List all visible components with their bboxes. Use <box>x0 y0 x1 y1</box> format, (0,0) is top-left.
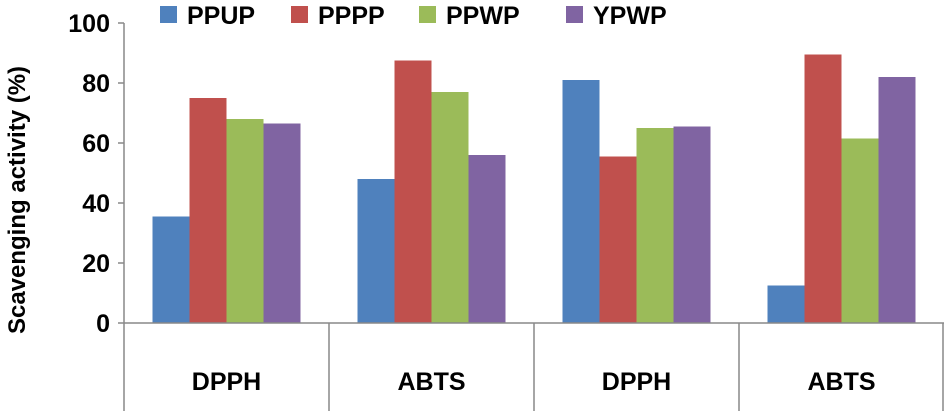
y-tick-label: 0 <box>96 310 110 338</box>
bar-pppp-0 <box>189 98 227 323</box>
bar-ppup-3 <box>767 285 805 323</box>
y-tick-label: 100 <box>68 10 110 38</box>
category-label: DPPH <box>192 368 261 396</box>
bar-pppp-1 <box>394 60 432 323</box>
y-axis-label: Scavenging activity (%) <box>4 66 31 334</box>
legend-swatch-ppwp <box>419 6 436 23</box>
bar-ppup-1 <box>357 179 395 323</box>
bar-ypwp-3 <box>878 77 916 323</box>
category-labels: DPPH ABTS DPPH ABTS <box>192 368 876 396</box>
bar-ypwp-2 <box>673 126 711 323</box>
y-tick-label: 20 <box>82 250 110 278</box>
legend-swatch-pppp <box>291 6 308 23</box>
y-tick-label: 60 <box>82 130 110 158</box>
bar-pppp-3 <box>804 54 842 323</box>
category-label: ABTS <box>397 368 465 396</box>
legend: PPUP PPPP PPWP YPWP <box>160 2 667 30</box>
legend-label: PPUP <box>187 2 255 30</box>
bar-ppwp-2 <box>636 128 674 323</box>
legend-swatch-ypwp <box>566 6 583 23</box>
y-tick-label: 80 <box>82 70 110 98</box>
bar-ppup-2 <box>562 80 600 323</box>
bar-ypwp-0 <box>263 123 301 323</box>
bar-ppwp-0 <box>226 119 264 323</box>
y-axis-ticks: 0 20 40 60 80 100 <box>68 10 124 338</box>
legend-label: PPPP <box>318 2 385 30</box>
axes <box>123 23 944 411</box>
legend-swatch-ppup <box>160 6 177 23</box>
legend-label: YPWP <box>593 2 667 30</box>
y-tick-label: 40 <box>82 190 110 218</box>
bar-ypwp-1 <box>468 155 506 323</box>
bar-ppup-0 <box>152 216 190 323</box>
bar-pppp-2 <box>599 156 637 323</box>
category-label: ABTS <box>807 368 875 396</box>
category-label: DPPH <box>602 368 671 396</box>
bars <box>152 54 916 323</box>
legend-label: PPWP <box>446 2 520 30</box>
bar-ppwp-3 <box>841 138 879 323</box>
bar-ppwp-1 <box>431 92 469 323</box>
